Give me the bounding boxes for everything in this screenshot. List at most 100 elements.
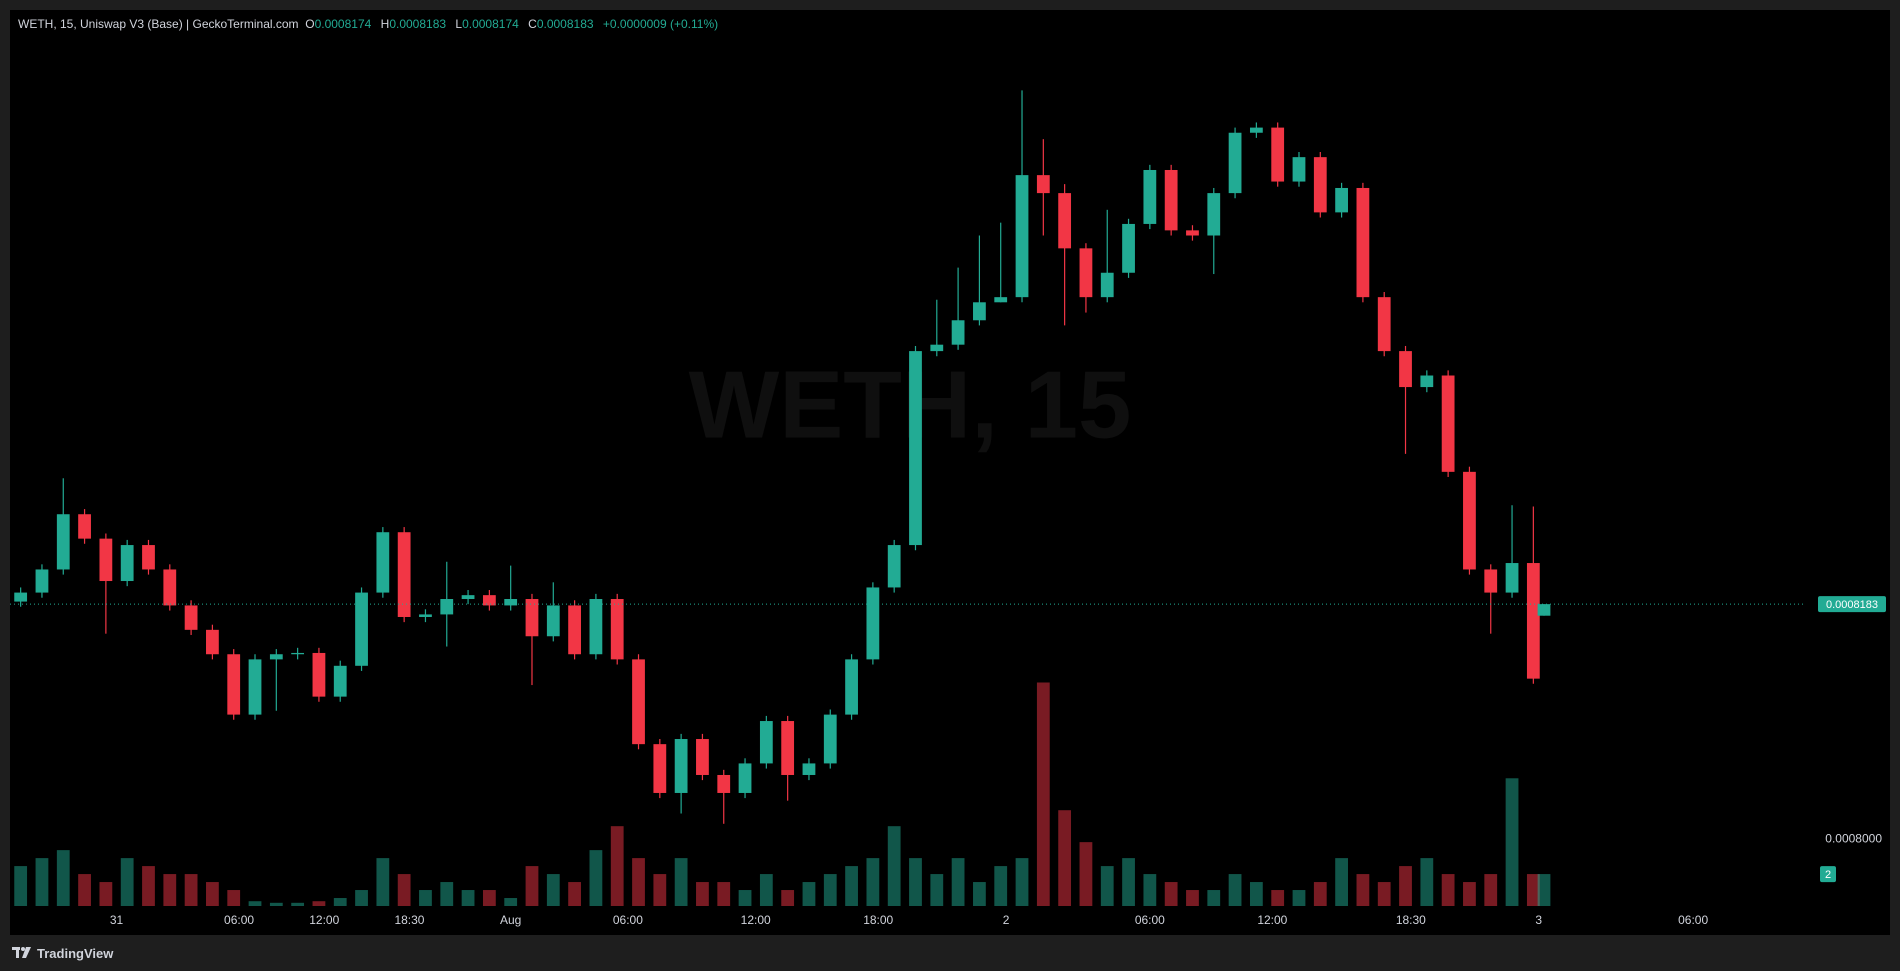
candle-body [1335, 187, 1348, 213]
candle-body [525, 599, 539, 637]
candle-body [248, 659, 262, 715]
volume-bar [1537, 874, 1551, 906]
volume-bar [163, 874, 177, 906]
volume-bar [887, 826, 901, 906]
volume-bar [696, 882, 709, 906]
candle-body [589, 599, 603, 655]
brand: TradingView [37, 945, 114, 961]
candle-body [440, 599, 454, 615]
change: +0.0000009 (+0.11%) [602, 17, 719, 31]
volume-bar [1313, 882, 1327, 906]
candle-body [1271, 127, 1285, 182]
volume-bar [206, 882, 219, 906]
symbol-title: WETH, 15, Uniswap V3 (Base) | GeckoTermi… [18, 17, 299, 31]
volume-bar [653, 874, 667, 906]
candle-body [312, 652, 326, 697]
volume-bar [1463, 882, 1476, 906]
candle-body [973, 302, 986, 321]
candle-body [1079, 248, 1093, 298]
volume-bar [994, 866, 1008, 906]
candle-body [56, 514, 70, 570]
volume-bar [504, 898, 518, 906]
candle-body [1292, 157, 1306, 182]
candle-body [1537, 604, 1551, 616]
volume-bar [291, 902, 305, 906]
volume-bar [1399, 866, 1412, 906]
candle-body [930, 344, 944, 352]
candle-body [546, 605, 560, 637]
ohlc-value: 0.0008183 [389, 17, 447, 31]
candle-body [1463, 471, 1476, 570]
candle-body [610, 599, 624, 660]
candle-body [568, 605, 581, 655]
volume-bar [1058, 810, 1072, 906]
x-tick-label: 18:30 [1396, 913, 1426, 927]
x-tick-label: 3 [1535, 913, 1542, 927]
candle-body [376, 532, 390, 593]
candle-body [1100, 272, 1114, 298]
candle-body [78, 514, 91, 539]
volume-bar [1526, 874, 1540, 906]
x-tick-label: 06:00 [613, 913, 643, 927]
ohlc-value: 0.0008183 [536, 17, 594, 31]
volume-bar [1186, 890, 1199, 906]
candle-body [269, 654, 283, 660]
volume-bar [1420, 858, 1434, 906]
volume-bar [1015, 858, 1029, 906]
volume-bar [909, 858, 922, 906]
volume-bar [482, 890, 496, 906]
candle-body [1228, 132, 1242, 194]
candle-body [823, 714, 837, 764]
volume-bar [333, 898, 347, 906]
candle-body [163, 569, 177, 606]
candle-body [1122, 223, 1135, 273]
volume-bar [1505, 778, 1519, 906]
volume-bar [589, 850, 603, 906]
candle-body [184, 605, 198, 630]
volume-bar [1356, 874, 1370, 906]
x-tick-label: 18:30 [394, 913, 424, 927]
candle-body [142, 545, 155, 570]
candle-body [35, 569, 49, 593]
volume-label: 2 [1825, 869, 1831, 881]
candle-body [1249, 127, 1263, 133]
footer[interactable]: TradingView [12, 942, 113, 964]
candle-body [674, 739, 688, 793]
volume-bar [1271, 890, 1285, 906]
candle-body [866, 587, 880, 660]
volume-bar [1079, 842, 1093, 906]
x-tick-label: 06:00 [1678, 913, 1708, 927]
candle-body [887, 545, 901, 588]
candle-body [1399, 351, 1412, 388]
volume-bar [802, 882, 816, 906]
x-tick-label: 18:00 [863, 913, 893, 927]
volume-bar [1164, 882, 1178, 906]
volume-bar [227, 890, 241, 906]
volume-bar [461, 890, 475, 906]
candle-body [1377, 297, 1391, 352]
volume-bar [120, 858, 134, 906]
x-tick-label: 12:00 [741, 913, 771, 927]
candle-body [1207, 193, 1221, 236]
volume-bar [610, 826, 624, 906]
candle-body [1164, 169, 1178, 231]
chart-panel [10, 10, 1890, 935]
volume-bar [184, 874, 198, 906]
volume-bar [397, 874, 411, 906]
volume-bar [440, 882, 454, 906]
volume-bar [632, 858, 645, 906]
volume-bar [1122, 858, 1135, 906]
x-tick-label: 06:00 [224, 913, 254, 927]
candle-body [696, 739, 709, 775]
x-tick-label: 31 [110, 913, 124, 927]
candle-body [1420, 375, 1434, 388]
candle-body [504, 599, 518, 606]
candle-body [99, 538, 113, 582]
candle-body [461, 595, 475, 600]
candle-body [1015, 175, 1029, 298]
ohlc-value: 0.0008174 [462, 17, 519, 31]
volume-bar [525, 866, 539, 906]
candle-body [1441, 375, 1455, 472]
